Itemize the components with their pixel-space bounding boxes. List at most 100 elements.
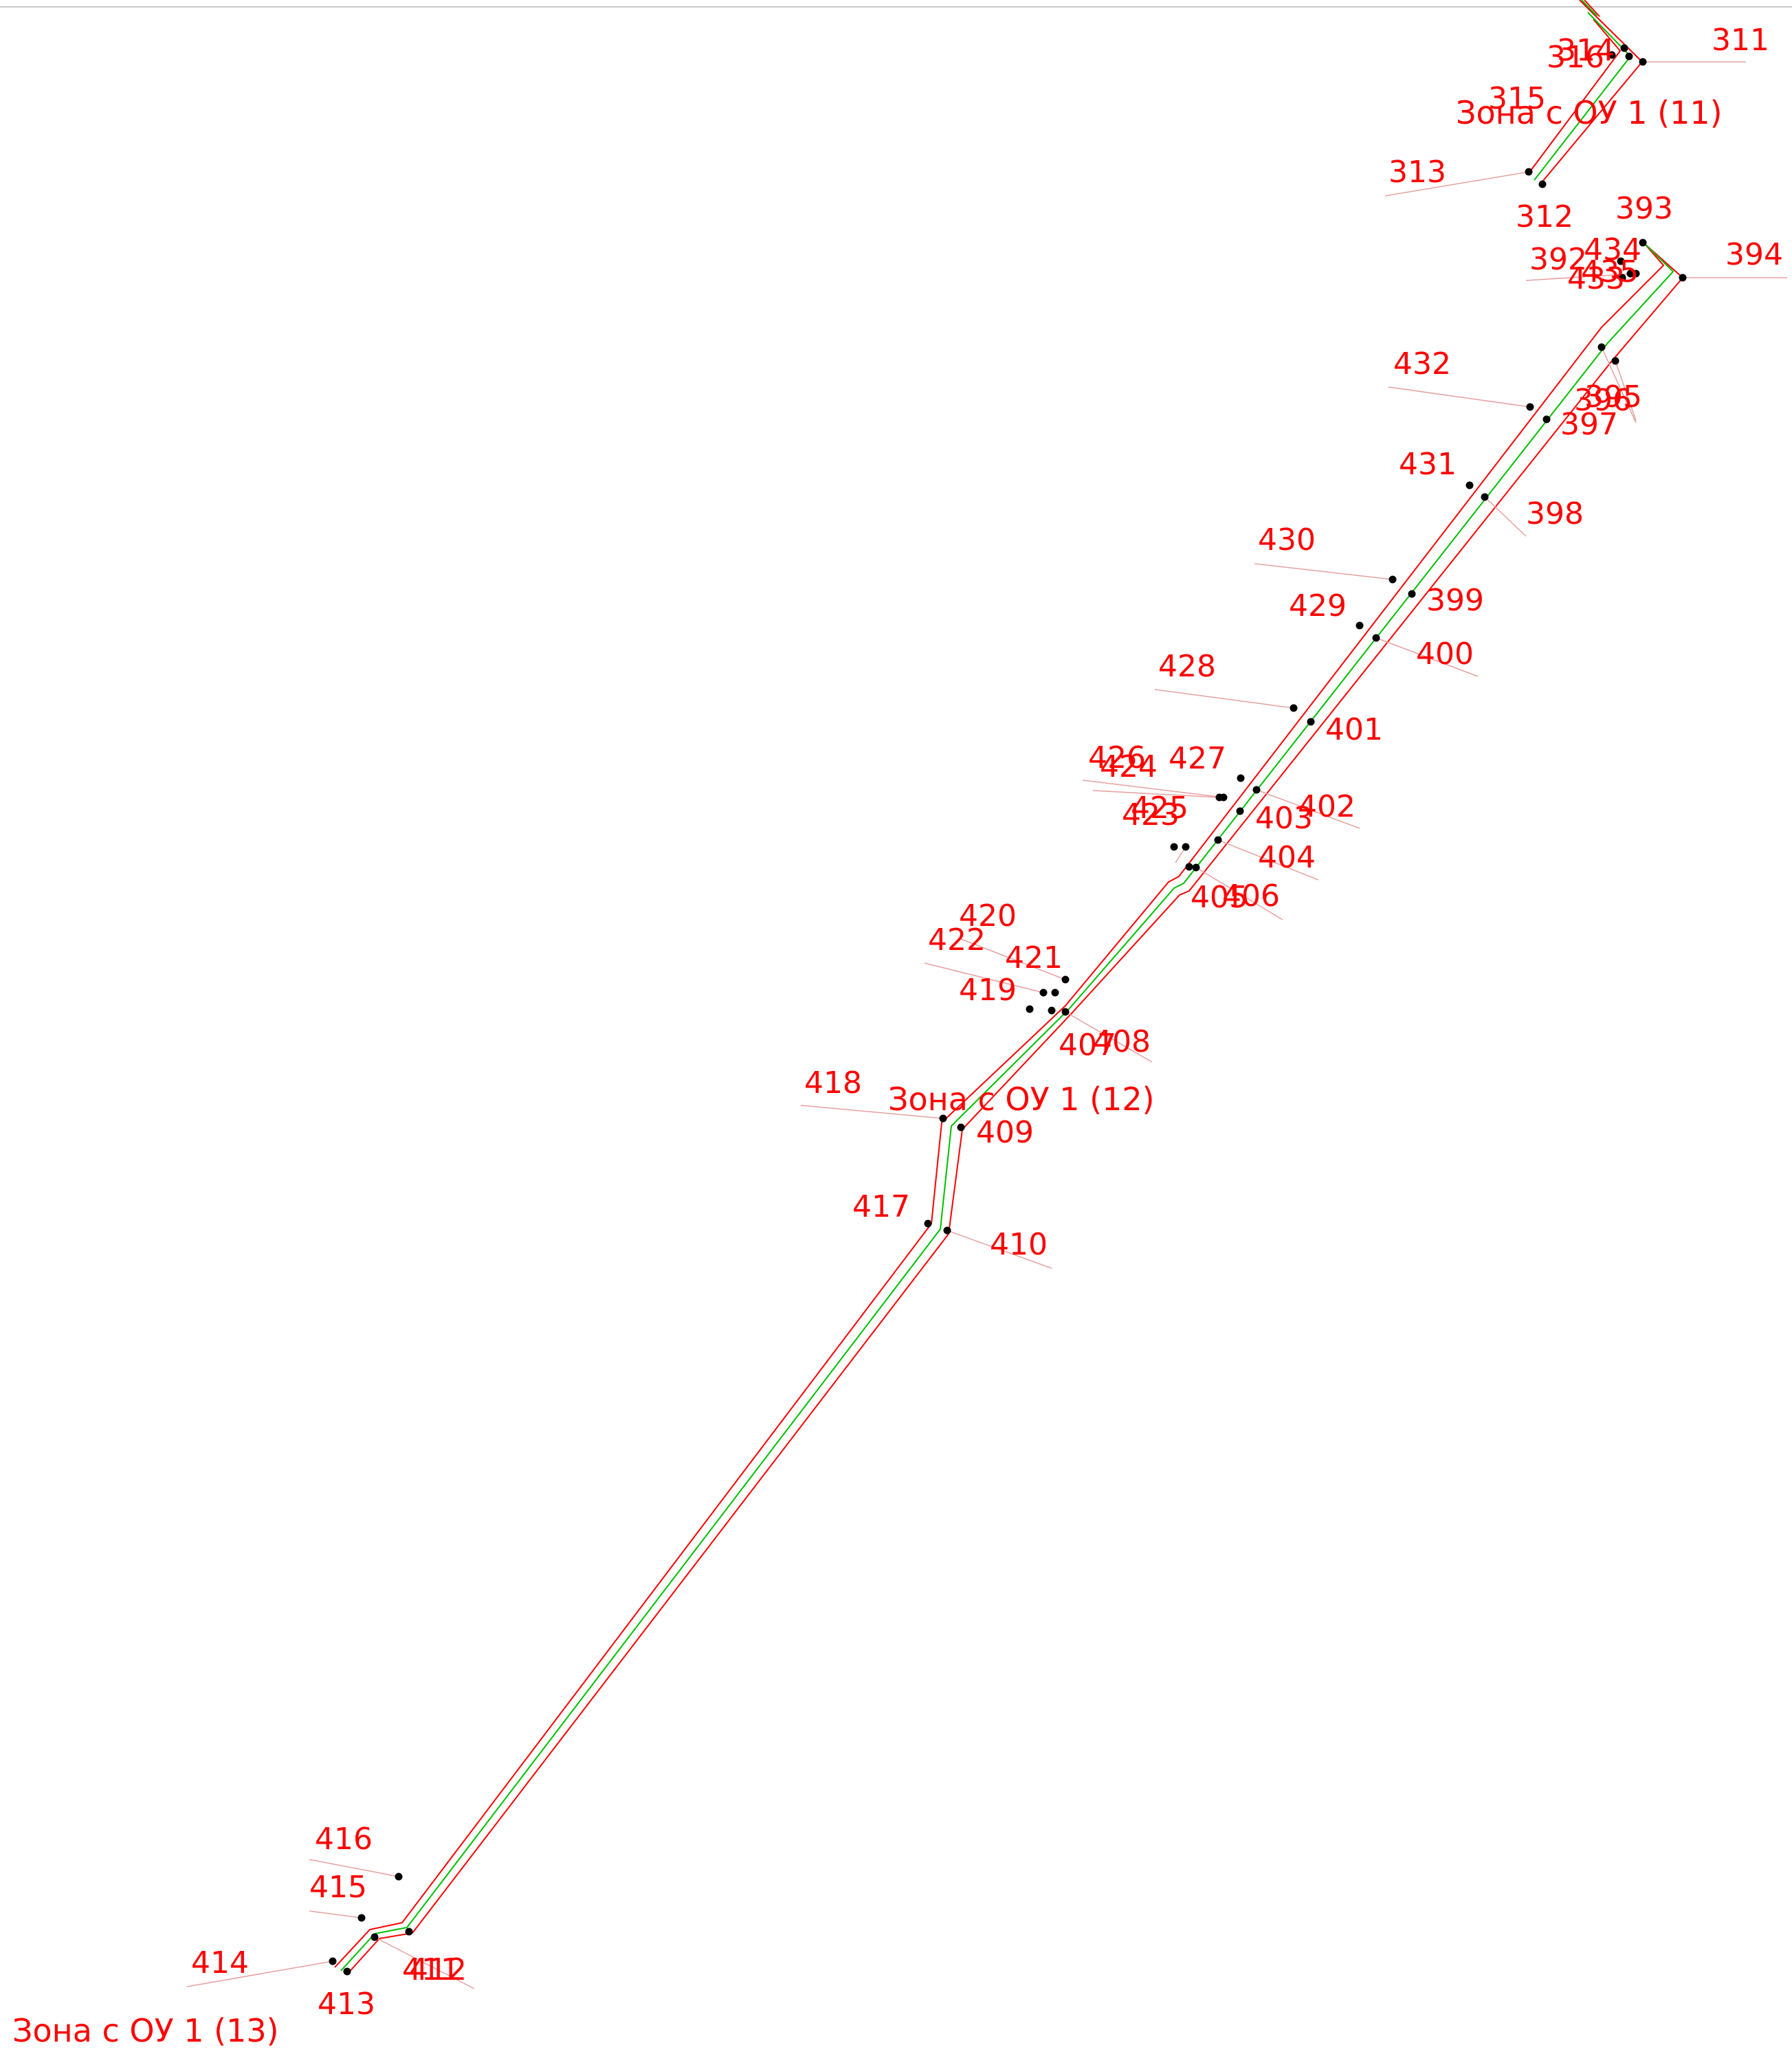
point-marker-392 <box>1632 269 1640 278</box>
point-label-401: 401 <box>1325 712 1383 747</box>
point-label-414: 414 <box>191 1945 249 1980</box>
point-marker-397 <box>1542 415 1551 423</box>
leader-line-395 <box>1615 360 1637 421</box>
point-marker-411 <box>405 1928 413 1936</box>
point-label-407: 407 <box>1059 1028 1116 1063</box>
point-label-425: 425 <box>1131 791 1188 826</box>
point-label-424: 424 <box>1100 749 1158 784</box>
leader-line-418 <box>800 1105 944 1119</box>
point-marker-410 <box>943 1226 951 1235</box>
point-label-312: 312 <box>1516 199 1573 234</box>
zone-label-zone-11: Зона с ОУ 1 (11) <box>1456 94 1723 131</box>
point-marker-406 <box>1192 863 1200 872</box>
point-marker-429 <box>1356 621 1364 630</box>
leader-line-410 <box>947 1230 1052 1269</box>
leader-line-392 <box>1525 273 1637 281</box>
point-marker-433 <box>1618 274 1626 282</box>
point-label-428: 428 <box>1158 649 1216 684</box>
leader-line-396 <box>1601 346 1637 423</box>
zone-11-top-axis-line <box>1581 0 1597 16</box>
point-label-313: 313 <box>1389 155 1446 190</box>
leader-line-432 <box>1388 386 1531 408</box>
leader-lines <box>186 61 1787 1989</box>
zone-11-top-right-boundary <box>1584 0 1600 17</box>
point-marker-419 <box>1026 1005 1034 1013</box>
point-marker-425 <box>1182 843 1190 851</box>
point-label-416: 416 <box>315 1822 373 1857</box>
point-label-314: 314 <box>1557 33 1615 68</box>
point-label-395: 395 <box>1584 379 1642 415</box>
point-label-423: 423 <box>1122 797 1180 832</box>
zone-label-zone-12: Зона с ОУ 1 (12) <box>888 1081 1155 1118</box>
leader-line-398 <box>1484 496 1527 537</box>
point-label-410: 410 <box>990 1227 1048 1262</box>
point-marker-430 <box>1389 575 1397 584</box>
point-marker-402 <box>1252 786 1261 794</box>
zone-label-zone-13: Зона с ОУ 1 (13) <box>12 2012 279 2049</box>
point-marker-413 <box>343 1967 351 1976</box>
leader-line-414 <box>186 1961 333 1987</box>
point-label-398: 398 <box>1526 496 1584 531</box>
point-marker-404 <box>1214 836 1222 844</box>
point-label-412: 412 <box>409 1952 467 1987</box>
point-marker-398 <box>1481 493 1489 501</box>
leader-line-415 <box>309 1910 362 1919</box>
zone-11-top-left-boundary <box>1579 0 1595 16</box>
point-marker-393 <box>1639 239 1647 247</box>
point-label-399: 399 <box>1426 583 1484 618</box>
point-label-404: 404 <box>1258 840 1316 875</box>
zone-12-13-right-boundary <box>346 243 1684 1975</box>
point-label-422: 422 <box>928 923 986 958</box>
point-label-429: 429 <box>1289 588 1347 623</box>
leader-line-408 <box>1065 1011 1153 1063</box>
point-label-426: 426 <box>1088 740 1146 775</box>
leader-line-416 <box>309 1859 399 1877</box>
point-marker-312 <box>1538 180 1547 188</box>
point-marker-405 <box>1185 863 1193 871</box>
point-label-417: 417 <box>852 1189 910 1224</box>
zone-labels: Зона с ОУ 1 (11) Зона с ОУ 1 (12) Зона с О… <box>12 94 1723 2049</box>
leader-line-400 <box>1375 637 1479 677</box>
point-label-420: 420 <box>959 898 1017 934</box>
point-marker-396 <box>1597 343 1606 351</box>
point-label-392: 392 <box>1529 242 1587 277</box>
point-marker-420 <box>1061 975 1070 984</box>
zone-11-left-boundary <box>1528 19 1622 174</box>
leader-line-406 <box>1195 867 1283 920</box>
point-label-435: 435 <box>1581 254 1639 289</box>
leader-line-313 <box>1384 171 1529 197</box>
point-marker-431 <box>1465 481 1474 489</box>
point-marker-414 <box>329 1957 337 1965</box>
point-label-311: 311 <box>1712 23 1769 58</box>
point-label-415: 415 <box>309 1870 367 1905</box>
point-marker-417 <box>924 1219 932 1228</box>
point-marker-432 <box>1526 403 1534 411</box>
point-marker-415 <box>357 1914 366 1922</box>
point-label-397: 397 <box>1560 407 1618 442</box>
point-marker-421 <box>1051 989 1059 997</box>
leader-line-428 <box>1154 689 1294 709</box>
point-label-408: 408 <box>1093 1024 1151 1059</box>
point-marker-407 <box>1048 1006 1056 1015</box>
point-marker-418 <box>939 1114 947 1123</box>
point-marker-428 <box>1290 704 1298 712</box>
point-marker-423 <box>1170 843 1178 851</box>
point-marker-316 <box>1625 52 1633 60</box>
point-marker-314 <box>1620 44 1628 52</box>
point-marker-409 <box>957 1123 965 1131</box>
leader-line-422 <box>924 962 1044 993</box>
point-label-421: 421 <box>1005 940 1063 975</box>
point-marker-403 <box>1236 807 1244 815</box>
point-marker-434 <box>1617 257 1625 265</box>
leader-line-412 <box>374 1936 475 1989</box>
zone-12-13-left-boundary <box>334 243 1665 1968</box>
leader-line-424 <box>1092 790 1220 798</box>
point-label-433: 433 <box>1567 261 1625 296</box>
point-markers <box>329 44 1687 1976</box>
point-marker-416 <box>395 1873 403 1881</box>
leader-line-426 <box>1082 780 1224 798</box>
leader-line-420 <box>960 938 1066 980</box>
point-label-409: 409 <box>976 1115 1034 1150</box>
